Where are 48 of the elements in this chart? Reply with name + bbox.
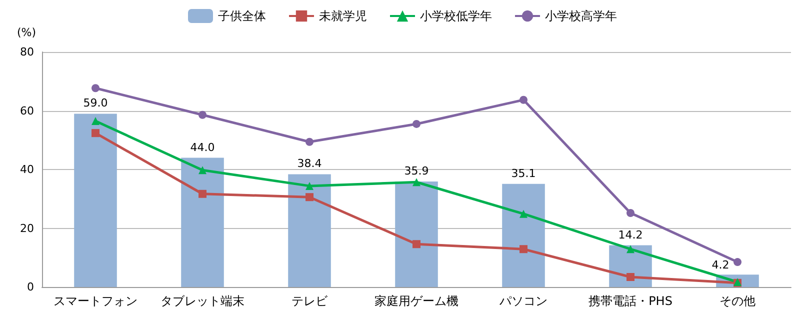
point [412, 120, 420, 128]
x-tick-label: タブレット端末 [160, 294, 244, 308]
bar [74, 114, 117, 287]
point [412, 178, 420, 186]
point [626, 208, 634, 217]
data-label: 4.2 [712, 258, 730, 272]
x-tick-label: スマートフォン [54, 294, 138, 308]
y-tick-label: 60 [20, 104, 34, 118]
point [198, 190, 206, 198]
y-tick-label: 40 [20, 163, 34, 176]
x-tick-label: テレビ [292, 294, 328, 308]
point [412, 240, 420, 248]
x-tick-label: パソコン [498, 294, 548, 308]
point [520, 245, 528, 254]
point [520, 210, 528, 218]
y-axis-title: (%) [17, 26, 36, 39]
legend-label: 小学校低学年 [420, 9, 492, 23]
x-tick-label: 家庭用ゲーム機 [374, 294, 458, 308]
x-tick-label: 携帯電話・PHS [588, 294, 672, 308]
bar [395, 182, 438, 287]
x-tick-label: その他 [720, 294, 756, 308]
legend-label: 小学校高学年 [545, 9, 617, 23]
point [306, 182, 314, 190]
y-tick-label: 80 [20, 46, 34, 58]
point [306, 193, 314, 202]
point [92, 84, 100, 92]
data-label: 14.2 [618, 228, 643, 242]
y-tick-label: 20 [20, 222, 34, 235]
legend-label: 子供全体 [218, 9, 266, 23]
data-label: 35.1 [511, 166, 536, 180]
bar [181, 158, 224, 287]
data-label: 38.4 [297, 157, 322, 170]
point [92, 129, 100, 138]
point [626, 245, 634, 254]
y-tick-label: 0 [27, 280, 34, 294]
point [198, 166, 206, 174]
point [520, 96, 528, 104]
bar [502, 184, 545, 287]
point [92, 117, 100, 126]
data-label: 59.0 [83, 96, 108, 110]
legend-label: 未就学児 [319, 9, 367, 23]
point [734, 258, 742, 266]
data-label: 35.9 [404, 164, 429, 178]
point [306, 138, 314, 146]
point [198, 110, 206, 119]
point [626, 273, 634, 282]
bar [288, 174, 331, 287]
data-label: 44.0 [190, 140, 215, 154]
